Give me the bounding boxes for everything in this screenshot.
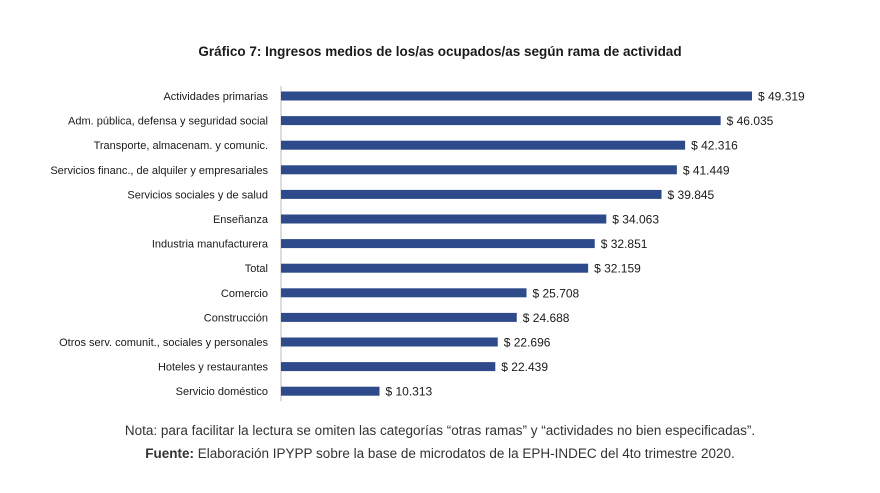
source-label: Fuente:	[145, 446, 194, 461]
bar	[281, 189, 662, 199]
source-text: Elaboración IPYPP sobre la base de micro…	[197, 446, 735, 461]
data-label: $ 39.845	[668, 188, 715, 202]
chart-source: Fuente: Elaboración IPYPP sobre la base …	[0, 446, 880, 461]
category-label: Hoteles y restaurantes	[158, 362, 269, 374]
category-label: Adm. pública, defensa y seguridad social	[68, 116, 268, 128]
data-label: $ 10.313	[385, 385, 432, 399]
bar	[281, 263, 589, 273]
data-label: $ 32.851	[601, 237, 648, 251]
bar	[281, 239, 595, 249]
bar-chart: Actividades primarias $ 49.319 Adm. públic…	[50, 86, 805, 402]
bar	[281, 386, 380, 396]
bar	[281, 116, 721, 126]
bar	[281, 362, 496, 372]
data-label: $ 49.319	[758, 90, 805, 104]
category-label: Comercio	[221, 288, 268, 300]
chart-note: Nota: para facilitar la lectura se omite…	[124, 423, 756, 438]
category-label: Servicio doméstico	[176, 386, 268, 398]
data-label: $ 32.159	[594, 262, 641, 276]
bar	[281, 140, 686, 150]
category-label: Transporte, almacenam. y comunic.	[94, 140, 268, 152]
data-label: $ 46.035	[727, 114, 774, 128]
category-label: Total	[245, 263, 268, 275]
category-label: Servicios financ., de alquiler y empresa…	[50, 165, 268, 177]
data-label: $ 22.439	[501, 360, 548, 374]
bar	[281, 91, 752, 101]
data-label: $ 22.696	[504, 336, 551, 350]
data-label: $ 41.449	[683, 163, 730, 177]
chart-title: Gráfico 7: Ingresos medios de los/as ocu…	[198, 44, 682, 59]
category-label: Actividades primarias	[163, 91, 268, 103]
data-label: $ 25.708	[533, 286, 580, 300]
bar	[281, 165, 677, 175]
category-label: Industria manufacturera	[152, 239, 269, 251]
bar	[281, 312, 517, 322]
data-label: $ 42.316	[691, 139, 738, 153]
bar	[281, 214, 607, 224]
bar	[281, 337, 498, 347]
data-label: $ 34.063	[612, 213, 659, 227]
category-label: Enseñanza	[213, 214, 269, 226]
data-label: $ 24.688	[523, 311, 570, 325]
category-label: Servicios sociales y de salud	[127, 189, 268, 201]
bar	[281, 288, 527, 298]
category-label: Construcción	[204, 312, 268, 324]
category-label: Otros serv. comunit., sociales y persona…	[59, 337, 268, 349]
